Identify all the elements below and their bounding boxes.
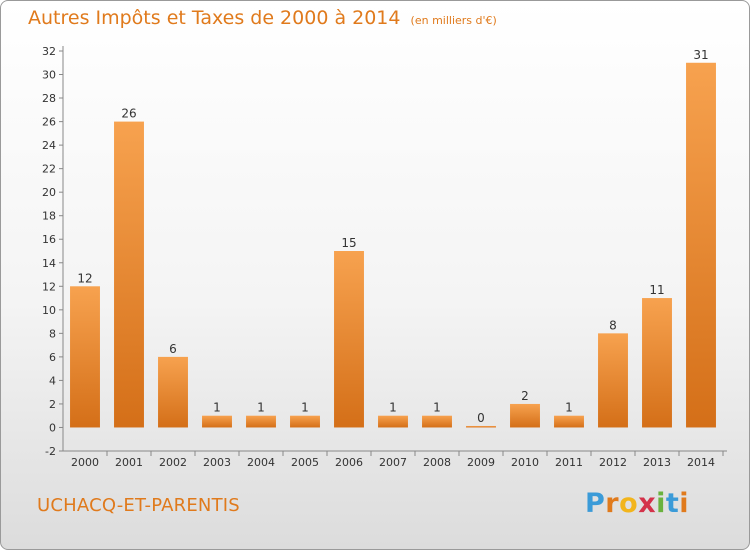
bar-2010 xyxy=(510,403,540,428)
y-tick-label: 22 xyxy=(42,163,56,176)
y-tick-label: 32 xyxy=(42,45,56,58)
bar-2014 xyxy=(686,62,716,428)
bar-2003 xyxy=(202,415,232,428)
bar-2007 xyxy=(378,415,408,428)
bar-2013 xyxy=(642,298,672,428)
x-tick-label: 2009 xyxy=(467,456,495,469)
data-label: 2 xyxy=(521,389,529,403)
logo-letter: r xyxy=(605,488,620,519)
proxiti-logo: Proxiti xyxy=(585,488,689,519)
bar-2012 xyxy=(598,333,628,428)
logo-letter: i xyxy=(656,488,666,519)
data-label: 6 xyxy=(169,342,177,356)
data-label: 1 xyxy=(257,401,265,415)
bar-2004 xyxy=(246,415,276,428)
y-tick-label: 2 xyxy=(49,398,56,411)
y-tick-label: 6 xyxy=(49,351,56,364)
x-tick-label: 2005 xyxy=(291,456,319,469)
bar-2005 xyxy=(290,415,320,428)
y-tick-label: 12 xyxy=(42,280,56,293)
data-label: 8 xyxy=(609,318,617,332)
y-tick-label: 26 xyxy=(42,116,56,129)
x-tick-label: 2012 xyxy=(599,456,627,469)
x-tick-label: 2014 xyxy=(687,456,715,469)
x-tick-label: 2010 xyxy=(511,456,539,469)
bar-2000 xyxy=(70,286,100,428)
y-tick-label: 18 xyxy=(42,210,56,223)
y-tick-label: 10 xyxy=(42,304,56,317)
bar-2006 xyxy=(334,251,364,428)
logo-letter: P xyxy=(585,488,606,519)
logo-letter: x xyxy=(638,488,657,519)
x-tick-label: 2003 xyxy=(203,456,231,469)
chart-title-unit: (en milliers d'€) xyxy=(410,14,497,27)
commune-name: UCHACQ-ET-PARENTIS xyxy=(37,495,240,516)
data-label: 1 xyxy=(389,401,397,415)
x-tick-label: 2008 xyxy=(423,456,451,469)
chart-labels: 2000122001262002620031200412005120061520… xyxy=(71,48,715,469)
data-label: 11 xyxy=(649,283,664,297)
y-tick-label: 24 xyxy=(42,139,56,152)
data-label: 12 xyxy=(77,271,92,285)
y-tick-label: 30 xyxy=(42,69,56,82)
chart-title-main: Autres Impôts et Taxes de 2000 à 2014 xyxy=(28,7,401,29)
logo-letter: o xyxy=(619,488,639,519)
bar-2001 xyxy=(114,121,144,428)
data-label: 1 xyxy=(301,401,309,415)
logo-letter: i xyxy=(679,488,690,519)
y-tick-label: 14 xyxy=(42,257,56,270)
data-label: 1 xyxy=(433,401,441,415)
x-tick-label: 2000 xyxy=(71,456,99,469)
bar-2011 xyxy=(554,415,584,428)
x-tick-label: 2001 xyxy=(115,456,143,469)
chart-bars xyxy=(70,62,716,428)
y-tick-label: -2 xyxy=(45,445,56,458)
y-tick-label: 4 xyxy=(49,374,56,387)
data-label: 1 xyxy=(565,401,573,415)
y-tick-label: 16 xyxy=(42,233,56,246)
x-tick-label: 2011 xyxy=(555,456,583,469)
data-label: 31 xyxy=(693,48,708,62)
bar-2002 xyxy=(158,356,188,428)
x-tick-label: 2004 xyxy=(247,456,275,469)
data-label: 1 xyxy=(213,401,221,415)
logo-letter: t xyxy=(665,488,680,519)
x-tick-label: 2013 xyxy=(643,456,671,469)
y-tick-label: 28 xyxy=(42,92,56,105)
y-tick-label: 20 xyxy=(42,186,56,199)
x-tick-label: 2006 xyxy=(335,456,363,469)
data-label: 0 xyxy=(477,411,485,425)
y-tick-label: 0 xyxy=(49,421,56,434)
x-tick-label: 2002 xyxy=(159,456,187,469)
data-label: 15 xyxy=(341,236,356,250)
chart-title: Autres Impôts et Taxes de 2000 à 2014 (e… xyxy=(28,7,497,29)
bar-2008 xyxy=(422,415,452,428)
data-label: 26 xyxy=(121,107,136,121)
bar-2009 xyxy=(466,425,496,428)
y-tick-label: 8 xyxy=(49,327,56,340)
x-tick-label: 2007 xyxy=(379,456,407,469)
